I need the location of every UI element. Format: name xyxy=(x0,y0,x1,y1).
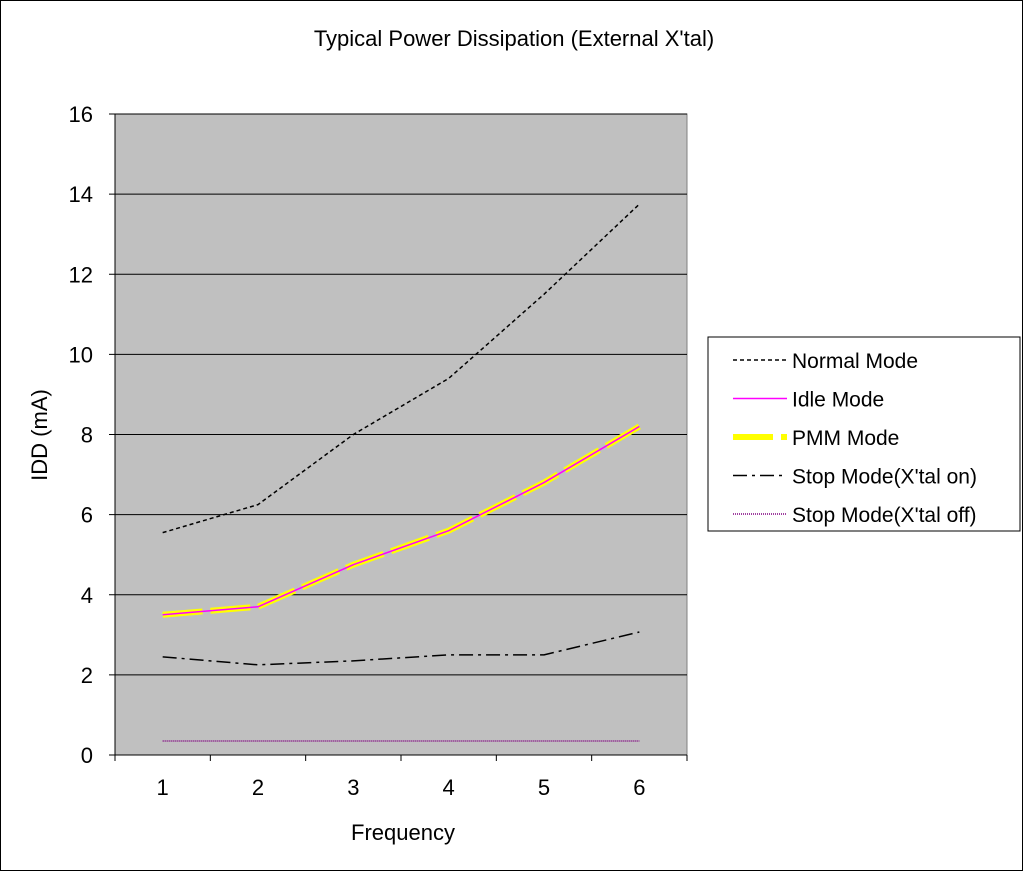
chart-title: Typical Power Dissipation (External X'ta… xyxy=(314,26,714,51)
y-tick-label: 0 xyxy=(81,743,93,768)
y-tick-label: 12 xyxy=(69,262,93,287)
x-tick-label: 1 xyxy=(157,775,169,800)
x-tick-label: 5 xyxy=(538,775,550,800)
axes xyxy=(109,113,688,761)
legend: Normal Mode Idle Mode PMM Mode Stop Mode(X'… xyxy=(707,336,1021,532)
series-line-1 xyxy=(162,425,640,616)
x-axis-label: Frequency xyxy=(351,820,455,845)
y-tick-label: 16 xyxy=(69,102,93,127)
y-tick-label: 4 xyxy=(81,583,93,608)
legend-label-0: Normal Mode xyxy=(792,350,918,373)
series-line-0 xyxy=(162,203,640,534)
series-line-3 xyxy=(162,631,640,666)
y-tick-label: 2 xyxy=(81,663,93,688)
x-tick-labels: 1 2 3 4 5 6 xyxy=(157,775,646,800)
x-tick-label: 6 xyxy=(633,775,645,800)
legend-label-1: Idle Mode xyxy=(792,389,884,412)
y-tick-label: 6 xyxy=(81,503,93,528)
y-axis-label: IDD (mA) xyxy=(27,389,52,481)
x-tick-label: 2 xyxy=(252,775,264,800)
y-tick-label: 14 xyxy=(69,182,93,207)
y-tick-labels: 0 2 4 6 8 10 12 14 16 xyxy=(69,102,93,768)
legend-label-4: Stop Mode(X'tal off) xyxy=(792,504,977,527)
gridlines xyxy=(115,113,687,676)
x-tick-label: 3 xyxy=(347,775,359,800)
y-tick-label: 8 xyxy=(81,423,93,448)
series-lines xyxy=(162,203,641,742)
y-tick-label: 10 xyxy=(69,342,93,367)
legend-label-2: PMM Mode xyxy=(792,427,899,450)
x-tick-label: 4 xyxy=(443,775,455,800)
legend-label-3: Stop Mode(X'tal on) xyxy=(792,466,977,489)
